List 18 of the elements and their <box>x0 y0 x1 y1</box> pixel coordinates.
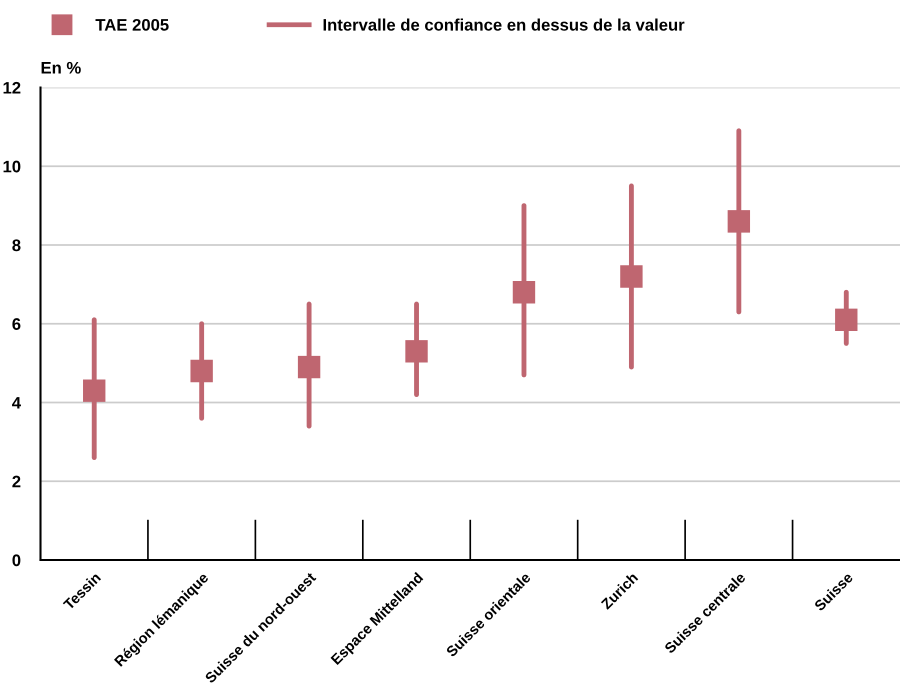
text: Intervalle de confiance en dessus de la valeur <box>324 18 684 31</box>
y-tick-label: 8 <box>12 239 21 252</box>
point <box>512 281 536 304</box>
point <box>620 265 643 288</box>
y-tick-label: 0 <box>12 554 20 566</box>
y-tick-label: 10 <box>4 160 20 172</box>
y-axis-title: En % <box>42 62 81 74</box>
point <box>728 210 750 233</box>
y-tick-label: 6 <box>12 318 20 330</box>
point <box>190 360 213 382</box>
point <box>83 379 106 402</box>
y-tick-label: 12 <box>4 82 20 94</box>
y-tick-label: 2 <box>12 476 20 488</box>
point <box>835 308 858 332</box>
y-tick-label: 4 <box>12 397 21 409</box>
point <box>298 356 320 378</box>
legend-label: TAE 2005 <box>96 18 169 31</box>
point <box>405 340 428 363</box>
